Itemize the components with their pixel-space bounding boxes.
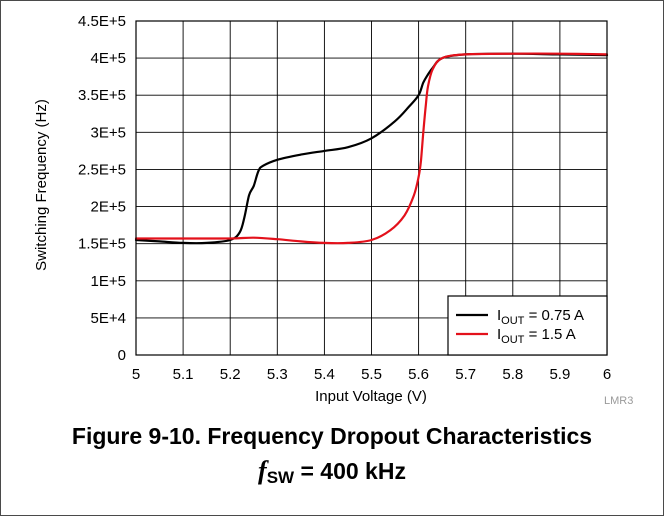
y-tick-labels: 0 5E+4 1E+5 1.5E+5 2E+5 2.5E+5 3E+5 3.5E+5 4E+5 4…: [78, 13, 126, 364]
figure-caption: Figure 9-10. Frequency Dropout Character…: [71, 423, 593, 449]
y-tick-label: 2.5E+5: [78, 161, 126, 178]
y-tick-label: 2E+5: [91, 199, 126, 216]
caption-subscript: SW: [266, 468, 295, 487]
x-tick-label: 5.2: [220, 366, 241, 383]
y-tick-label: 1.5E+5: [78, 236, 126, 253]
x-tick-label: 5.6: [408, 366, 429, 383]
watermark-text: LMR3: [604, 395, 633, 407]
legend-label: IOUT = 1.5 A: [497, 326, 576, 346]
y-tick-label: 1E+5: [91, 273, 126, 290]
x-axis-label: Input Voltage (V): [315, 388, 427, 405]
frequency-dropout-chart: 5 5.1 5.2 5.3 5.4 5.5 5.6 5.7 5.8 5.9 6 0 5E+4 1E+5 1…: [33, 13, 633, 407]
y-tick-label: 3.5E+5: [78, 87, 126, 104]
x-tick-label: 5.3: [267, 366, 288, 383]
y-tick-label: 4E+5: [91, 50, 126, 67]
y-tick-label: 4.5E+5: [78, 13, 126, 30]
y-tick-label: 5E+4: [91, 310, 126, 327]
x-tick-label: 5.5: [361, 366, 382, 383]
x-tick-label: 5.8: [502, 366, 523, 383]
caption-symbol: f: [258, 456, 267, 485]
figure-subcaption: fSW = 400 kHz: [0, 456, 664, 488]
y-axis-label: Switching Frequency (Hz): [33, 99, 50, 271]
x-tick-labels: 5 5.1 5.2 5.3 5.4 5.5 5.6 5.7 5.8 5.9 6: [132, 366, 611, 383]
x-tick-label: 6: [603, 366, 611, 383]
x-tick-label: 5.4: [314, 366, 335, 383]
legend-box: [447, 295, 608, 356]
series-lines: [134, 52, 609, 245]
x-tick-label: 5.9: [549, 366, 570, 383]
plot-border: [135, 20, 608, 356]
y-tick-label: 3E+5: [91, 124, 126, 141]
legend-label: IOUT = 0.75 A: [497, 307, 584, 327]
x-tick-label: 5.1: [173, 366, 194, 383]
y-tick-label: 0: [118, 347, 126, 364]
caption-value: = 400 kHz: [294, 458, 406, 484]
series-line-1p5a: [134, 52, 609, 245]
x-tick-label: 5: [132, 366, 140, 383]
x-tick-label: 5.7: [455, 366, 476, 383]
